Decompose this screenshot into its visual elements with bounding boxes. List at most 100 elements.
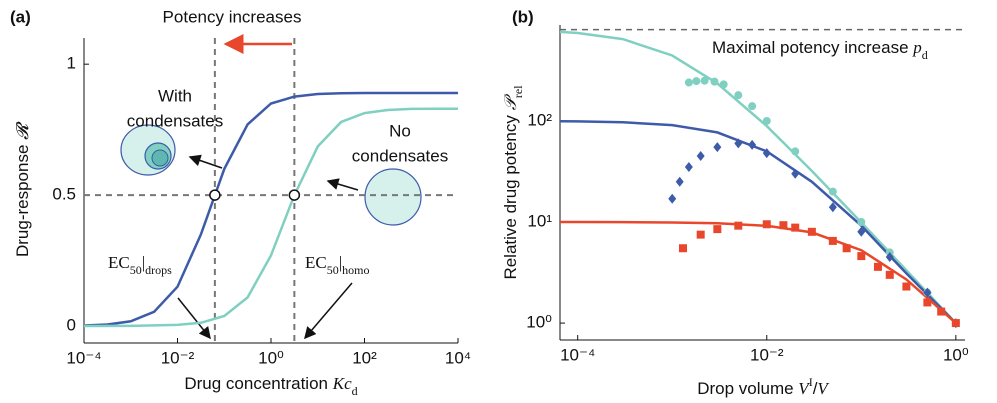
series-line [559, 119, 957, 324]
x-axis-label-part: I [809, 375, 813, 389]
y-tick-label: 0 [67, 315, 76, 334]
pointer-arrows [177, 34, 359, 340]
max-potency-label-part: p [912, 38, 922, 57]
data-point [710, 77, 719, 86]
annotation: condensates [352, 146, 448, 165]
x-axis-label-part: V [817, 379, 830, 398]
data-point [842, 244, 851, 253]
data-point [791, 223, 800, 232]
ec50-label: EC50|homo [305, 253, 369, 277]
y-axis-label: Drug-response 𝓡 [13, 121, 33, 257]
y-tick-label: 1 [67, 54, 76, 73]
ec50-label-part: | [142, 253, 145, 272]
x-tick-label: 10⁻² [161, 348, 195, 367]
data-point [807, 227, 816, 236]
data-point [951, 319, 960, 328]
ec50-label-part: EC [305, 253, 327, 272]
annotation: No [389, 121, 411, 140]
y-axis-label-part: rel [511, 85, 525, 98]
x-axis-label-part: Kc [332, 374, 352, 393]
data-point [675, 176, 684, 187]
data-point [828, 202, 837, 213]
y-axis-label-part: Relative drug potency [501, 110, 520, 279]
data-point [885, 270, 894, 279]
data-point [692, 77, 701, 86]
data-point [937, 307, 946, 316]
data-point [684, 162, 693, 173]
x-tick-label: 10⁴ [445, 348, 471, 367]
max-potency-label-part: Maximal potency increase [712, 38, 913, 57]
data-point [828, 236, 837, 245]
y-axis-label-part: Drug-response [13, 140, 32, 257]
data-point [734, 221, 743, 230]
ec50-label-part: 50 [130, 263, 142, 277]
data-point [748, 139, 757, 150]
data-point [923, 287, 932, 298]
x-tick-label: 10⁰ [258, 348, 284, 367]
ec50-label-part: homo [342, 263, 369, 277]
data-point [734, 91, 743, 100]
ec50-label-part: drops [145, 263, 172, 277]
x-tick-label: 10² [352, 348, 377, 367]
data-point [885, 252, 894, 263]
ec50-label-part: 50 [327, 263, 339, 277]
data-point [828, 187, 837, 196]
x-axis-label-part: d [352, 384, 358, 398]
ec50-point [209, 189, 221, 201]
data-point [762, 116, 771, 125]
ec50-label-part: EC [108, 253, 130, 272]
annotation: With [158, 86, 192, 105]
annotation: Potency increases [163, 7, 302, 26]
data-point [779, 221, 788, 230]
max-potency-label-part: d [922, 48, 928, 62]
x-tick-label: 10⁰ [943, 345, 969, 364]
x-axis-label-part: Drop volume [697, 379, 798, 398]
data-point [762, 148, 771, 159]
y-axis-label: Relative drug potency 𝒫rel [501, 85, 525, 280]
ec50-point [288, 189, 301, 201]
data-point [700, 76, 709, 85]
data-point [873, 262, 882, 271]
series-line [560, 220, 957, 325]
condensate-icons [120, 124, 422, 226]
data-point [696, 230, 705, 239]
ec50-label-part: | [339, 253, 342, 272]
x-tick-label: 10⁻⁴ [560, 345, 595, 364]
series-line [559, 30, 957, 324]
y-tick-label: 10² [527, 110, 552, 129]
data-point [791, 147, 800, 156]
y-tick-label: 10⁰ [526, 313, 552, 332]
data-point [668, 193, 677, 204]
panel-label: (a) [10, 7, 31, 26]
data-point [902, 282, 911, 291]
data-point [678, 244, 687, 253]
annotation: condensates [127, 111, 223, 130]
data-point [713, 225, 722, 234]
panel-label: (b) [512, 7, 534, 26]
series-line [83, 91, 458, 327]
x-axis-label-part: V [798, 379, 811, 398]
x-tick-label: 10⁻⁴ [66, 348, 101, 367]
data-point [762, 220, 771, 229]
data-point [734, 138, 743, 149]
y-tick-label: 10¹ [527, 211, 552, 230]
max-potency-label: Maximal potency increase pd [712, 38, 928, 62]
data-point [713, 142, 722, 153]
data-point [857, 226, 866, 237]
data-point [857, 218, 866, 227]
x-axis-label-part: / [813, 379, 818, 398]
data-point [748, 102, 757, 111]
data-point [719, 80, 728, 89]
y-tick-label: 0.5 [52, 185, 76, 204]
x-axis-label: Drop volume VI/V [697, 375, 830, 399]
x-axis-label-part: Drug concentration [184, 374, 332, 393]
x-tick-label: 10⁻² [750, 345, 784, 364]
x-axis-label: Drug concentration Kcd [184, 374, 357, 398]
data-point [696, 150, 705, 161]
data-point [857, 252, 866, 261]
data-point [923, 298, 932, 307]
data-point [791, 168, 800, 179]
y-axis-label-part: 𝓡 [13, 121, 32, 140]
ec50-label: EC50|drops [108, 253, 172, 277]
